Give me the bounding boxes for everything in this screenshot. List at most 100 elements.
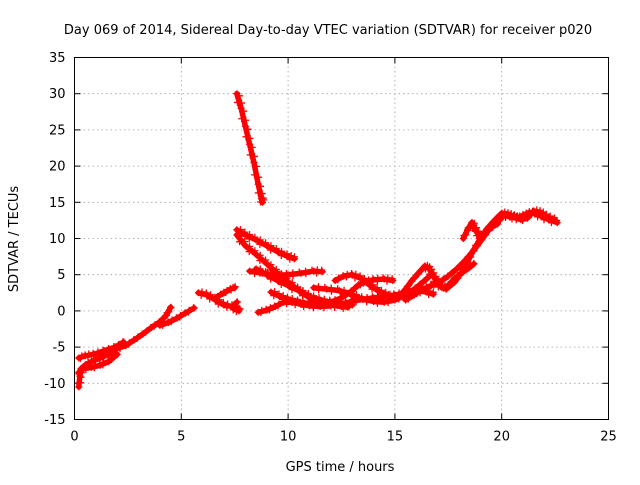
data-points	[74, 90, 561, 391]
data-point	[250, 158, 258, 166]
y-tick-label: 10	[49, 232, 66, 247]
y-tick-label: -5	[53, 341, 66, 356]
data-point	[473, 232, 481, 240]
data-point	[258, 190, 266, 198]
data-point	[398, 289, 406, 297]
data-point	[142, 327, 150, 335]
data-point	[484, 227, 492, 235]
data-point	[405, 282, 413, 290]
data-point	[472, 241, 480, 249]
data-point	[447, 270, 455, 278]
data-point	[368, 293, 376, 301]
data-point	[150, 322, 158, 330]
series-arc-steep-drop	[233, 90, 268, 206]
data-point	[546, 212, 554, 220]
data-point	[457, 269, 465, 277]
data-point	[134, 333, 142, 341]
data-point	[258, 269, 266, 277]
data-point	[460, 232, 468, 240]
series-arc-loop	[267, 274, 397, 309]
data-point	[359, 295, 367, 303]
data-point	[272, 265, 280, 273]
data-point	[276, 273, 284, 281]
data-point	[231, 284, 239, 292]
data-point	[84, 353, 92, 361]
data-point	[299, 291, 307, 299]
data-point	[279, 292, 287, 300]
data-point	[384, 274, 392, 282]
series-arc-early-rise-lower	[75, 350, 121, 376]
data-point	[274, 302, 282, 310]
data-point	[277, 281, 285, 289]
data-point	[246, 134, 254, 142]
data-point	[368, 285, 376, 293]
data-point	[489, 223, 497, 231]
data-point	[184, 308, 192, 316]
data-point	[352, 298, 360, 306]
data-point	[142, 328, 150, 336]
data-point	[342, 273, 350, 281]
x-tick-label: 25	[600, 430, 617, 445]
data-point	[360, 274, 368, 282]
data-point	[340, 290, 348, 298]
data-point	[214, 300, 222, 308]
data-point	[288, 286, 296, 294]
data-point	[113, 350, 121, 358]
data-point	[277, 252, 285, 260]
data-point	[334, 276, 342, 284]
series-arc-mid-b	[214, 283, 239, 300]
data-point	[538, 212, 546, 220]
data-point	[108, 354, 116, 362]
data-point	[358, 294, 366, 302]
data-point	[416, 267, 424, 275]
x-tick-label: 5	[177, 430, 185, 445]
data-point	[167, 318, 175, 326]
series-arc-wave-4	[459, 219, 501, 242]
data-point	[514, 212, 522, 220]
data-point	[270, 292, 278, 300]
data-point	[464, 224, 472, 232]
data-point	[439, 277, 447, 285]
data-point	[454, 274, 462, 282]
data-point	[251, 270, 259, 278]
data-point	[252, 162, 260, 170]
data-point	[318, 268, 326, 276]
data-point	[429, 290, 437, 298]
x-tick-label: 0	[70, 430, 78, 445]
data-point	[90, 357, 98, 365]
data-point	[383, 277, 391, 285]
data-point	[240, 107, 248, 115]
data-point	[448, 269, 456, 277]
data-point	[215, 292, 223, 300]
data-point	[309, 301, 317, 309]
data-point	[404, 295, 412, 303]
data-point	[258, 198, 266, 206]
data-point	[496, 215, 504, 223]
data-point	[159, 321, 167, 329]
data-point	[245, 235, 253, 243]
data-point	[262, 256, 270, 264]
data-point	[235, 92, 243, 100]
data-point	[284, 271, 292, 279]
data-point	[464, 258, 472, 266]
data-point	[347, 297, 355, 305]
series-arc-mid-c	[229, 302, 244, 316]
y-tick-label: -10	[44, 377, 65, 392]
data-point	[414, 288, 422, 296]
data-point	[551, 216, 559, 224]
data-point	[445, 283, 453, 291]
data-point	[133, 334, 141, 342]
axis-ticks: 0 5 10 15 20 25 -15 -10 -5 0 5 10 15 20 25 30 35	[44, 51, 617, 445]
data-point	[107, 355, 115, 363]
series-arc-horizontal-5	[246, 266, 326, 281]
data-point	[104, 346, 112, 354]
data-point	[468, 224, 476, 232]
data-point	[373, 295, 381, 303]
data-point	[313, 269, 321, 277]
data-point	[271, 271, 279, 279]
data-point	[256, 240, 264, 248]
data-point	[323, 285, 331, 293]
data-point	[242, 133, 250, 141]
data-point	[415, 282, 423, 290]
data-point	[125, 340, 133, 348]
